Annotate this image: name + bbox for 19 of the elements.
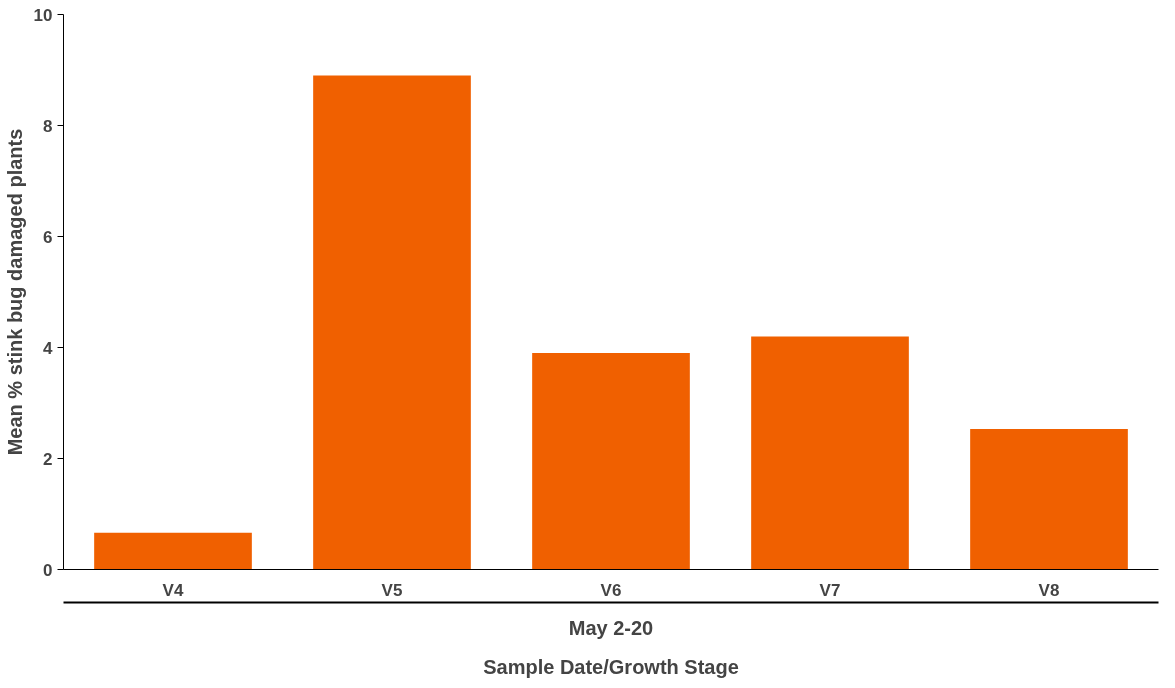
text: May 2-20 bbox=[568, 616, 654, 639]
y-tick-label: 8 bbox=[43, 116, 53, 136]
x-tick-label: V7 bbox=[819, 580, 841, 600]
y-tick-label: 10 bbox=[33, 5, 53, 25]
x-tick-label: V6 bbox=[600, 580, 622, 600]
x-tick-label: V8 bbox=[1038, 580, 1060, 600]
y-tick-label: 2 bbox=[43, 449, 53, 469]
y-axis-title: Mean % stink bug damaged plants bbox=[3, 128, 26, 456]
bar bbox=[313, 75, 471, 570]
y-tick-label: 4 bbox=[43, 338, 54, 358]
bar bbox=[532, 353, 690, 570]
y-tick-label: 0 bbox=[43, 560, 53, 580]
x-tick-label: V4 bbox=[162, 580, 184, 600]
bar bbox=[94, 532, 252, 570]
x-axis-title: Sample Date/Growth Stage bbox=[483, 655, 739, 678]
bar bbox=[970, 429, 1128, 570]
y-tick-label: 6 bbox=[43, 227, 53, 247]
x-tick-label: V5 bbox=[381, 580, 403, 600]
bar bbox=[751, 336, 909, 570]
